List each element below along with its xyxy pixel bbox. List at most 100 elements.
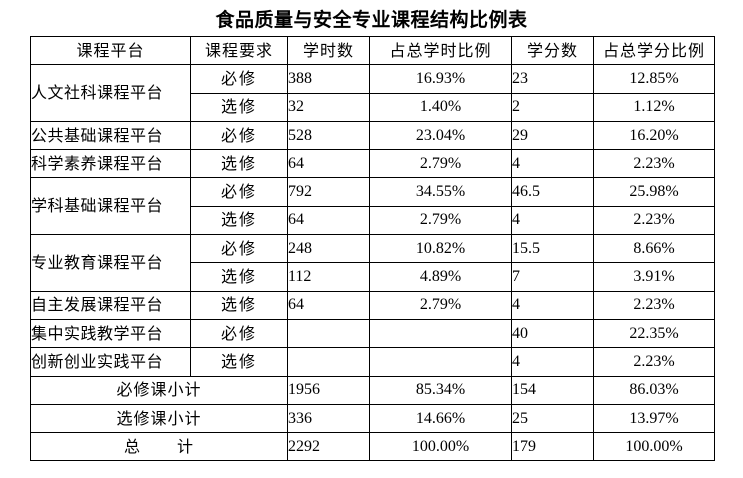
requirement-cell: 必修 bbox=[190, 177, 288, 207]
hours-pct-cell bbox=[369, 347, 512, 377]
requirement-cell: 必修 bbox=[190, 64, 288, 94]
header-credits-pct: 占总学分比例 bbox=[593, 35, 715, 66]
credits-pct-cell: 1.12% bbox=[593, 92, 715, 122]
requirement-cell: 必修 bbox=[190, 318, 288, 349]
table-row: 选修 64 2.79% 4 2.23% bbox=[31, 205, 715, 236]
hours-pct-cell: 1.40% bbox=[369, 92, 512, 122]
hours-cell: 64 bbox=[287, 205, 370, 236]
hours-cell bbox=[287, 318, 370, 349]
requirement-cell: 必修 bbox=[190, 120, 288, 151]
hours-cell: 792 bbox=[287, 177, 370, 207]
hours-cell: 388 bbox=[287, 64, 370, 94]
hours-pct-cell: 100.00% bbox=[369, 432, 512, 462]
platform-cell: 专业教育课程平台 bbox=[30, 234, 191, 292]
header-platform: 课程平台 bbox=[30, 35, 191, 66]
hours-pct-cell: 2.79% bbox=[369, 205, 512, 236]
credits-pct-cell: 2.23% bbox=[593, 347, 715, 377]
table-row: 人文社科课程平台 必修 388 16.93% 23 12.85% bbox=[30, 64, 715, 122]
subtotal-row-elective: 选修课小计 336 14.66% 25 13.97% bbox=[30, 403, 715, 434]
platform-cell: 自主发展课程平台 bbox=[30, 290, 191, 320]
credits-cell: 40 bbox=[511, 318, 594, 349]
header-requirement: 课程要求 bbox=[190, 35, 288, 66]
requirement-cell: 选修 bbox=[190, 92, 288, 122]
total-label-a: 总 bbox=[123, 436, 141, 456]
credits-cell: 25 bbox=[511, 403, 594, 434]
credits-pct-cell: 86.03% bbox=[593, 375, 715, 405]
subtotal-label: 必修课小计 bbox=[30, 375, 288, 405]
hours-pct-cell: 2.79% bbox=[369, 290, 512, 320]
requirement-cell: 必修 bbox=[190, 234, 288, 264]
total-row: 总计 2292 100.00% 179 100.00% bbox=[30, 432, 715, 462]
platform-cell: 学科基础课程平台 bbox=[30, 177, 191, 236]
hours-pct-cell: 34.55% bbox=[369, 177, 512, 207]
hours-pct-cell: 16.93% bbox=[369, 64, 512, 94]
hours-cell: 528 bbox=[287, 120, 370, 151]
hours-pct-cell bbox=[369, 318, 512, 349]
total-label-b: 计 bbox=[177, 436, 195, 456]
hours-cell: 248 bbox=[287, 234, 370, 264]
credits-pct-cell: 16.20% bbox=[593, 120, 715, 151]
credits-pct-cell: 2.23% bbox=[593, 149, 715, 179]
credits-cell: 4 bbox=[511, 347, 594, 377]
platform-cell: 科学素养课程平台 bbox=[30, 149, 191, 179]
table-row: 自主发展课程平台 选修 64 2.79% 4 2.23% bbox=[30, 290, 715, 320]
hours-cell: 64 bbox=[287, 290, 370, 320]
credits-cell: 29 bbox=[511, 120, 594, 151]
table-title: 食品质量与安全专业课程结构比例表 bbox=[215, 9, 528, 31]
requirement-cell: 选修 bbox=[190, 149, 288, 179]
table-row: 选修 32 1.40% 2 1.12% bbox=[31, 92, 715, 122]
hours-cell: 2292 bbox=[287, 432, 370, 462]
table-row: 公共基础课程平台 必修 528 23.04% 29 16.20% bbox=[30, 120, 715, 151]
credits-pct-cell: 13.97% bbox=[593, 403, 715, 434]
credits-cell: 179 bbox=[511, 432, 594, 462]
credits-pct-cell: 22.35% bbox=[593, 318, 715, 349]
hours-pct-cell: 10.82% bbox=[369, 234, 512, 264]
requirement-cell: 选修 bbox=[190, 205, 288, 236]
table-row: 集中实践教学平台 必修 40 22.35% bbox=[30, 318, 715, 349]
course-structure-table: 课程平台 课程要求 学时数 占总学时比例 学分数 占总学分比例 人文社科课程平台… bbox=[30, 35, 715, 462]
platform-cell: 创新创业实践平台 bbox=[30, 347, 191, 377]
platform-cell: 公共基础课程平台 bbox=[30, 120, 191, 151]
subtotal-row-required: 必修课小计 1956 85.34% 154 86.03% bbox=[30, 375, 715, 405]
credits-cell: 23 bbox=[511, 64, 594, 94]
table-row: 专业教育课程平台 必修 248 10.82% 15.5 8.66% bbox=[30, 234, 715, 292]
credits-cell: 46.5 bbox=[511, 177, 594, 207]
credits-cell: 4 bbox=[511, 205, 594, 236]
credits-pct-cell: 100.00% bbox=[593, 432, 715, 462]
table-row: 科学素养课程平台 选修 64 2.79% 4 2.23% bbox=[30, 149, 715, 179]
hours-cell: 112 bbox=[287, 262, 370, 292]
subtotal-label: 选修课小计 bbox=[30, 403, 288, 434]
credits-pct-cell: 3.91% bbox=[593, 262, 715, 292]
hours-cell: 336 bbox=[287, 403, 370, 434]
total-label: 总计 bbox=[30, 432, 288, 462]
credits-cell: 15.5 bbox=[511, 234, 594, 264]
credits-pct-cell: 12.85% bbox=[593, 64, 715, 94]
hours-cell: 1956 bbox=[287, 375, 370, 405]
credits-pct-cell: 25.98% bbox=[593, 177, 715, 207]
requirement-cell: 选修 bbox=[190, 347, 288, 377]
hours-pct-cell: 23.04% bbox=[369, 120, 512, 151]
hours-cell: 32 bbox=[287, 92, 370, 122]
hours-cell bbox=[287, 347, 370, 377]
hours-pct-cell: 2.79% bbox=[369, 149, 512, 179]
header-credits: 学分数 bbox=[511, 35, 594, 66]
table-row: 学科基础课程平台 必修 792 34.55% 46.5 25.98% bbox=[30, 177, 715, 236]
credits-cell: 7 bbox=[511, 262, 594, 292]
header-row: 课程平台 课程要求 学时数 占总学时比例 学分数 占总学分比例 bbox=[30, 35, 715, 66]
credits-cell: 4 bbox=[511, 290, 594, 320]
header-hours-pct: 占总学时比例 bbox=[369, 35, 512, 66]
hours-pct-cell: 85.34% bbox=[369, 375, 512, 405]
requirement-cell: 选修 bbox=[190, 262, 288, 292]
credits-pct-cell: 8.66% bbox=[593, 234, 715, 264]
table-row: 创新创业实践平台 选修 4 2.23% bbox=[30, 347, 715, 377]
header-hours: 学时数 bbox=[287, 35, 370, 66]
credits-pct-cell: 2.23% bbox=[593, 290, 715, 320]
hours-cell: 64 bbox=[287, 149, 370, 179]
platform-cell: 集中实践教学平台 bbox=[30, 318, 191, 349]
hours-pct-cell: 4.89% bbox=[369, 262, 512, 292]
credits-pct-cell: 2.23% bbox=[593, 205, 715, 236]
credits-cell: 4 bbox=[511, 149, 594, 179]
platform-cell: 人文社科课程平台 bbox=[30, 64, 191, 122]
credits-cell: 2 bbox=[511, 92, 594, 122]
credits-cell: 154 bbox=[511, 375, 594, 405]
